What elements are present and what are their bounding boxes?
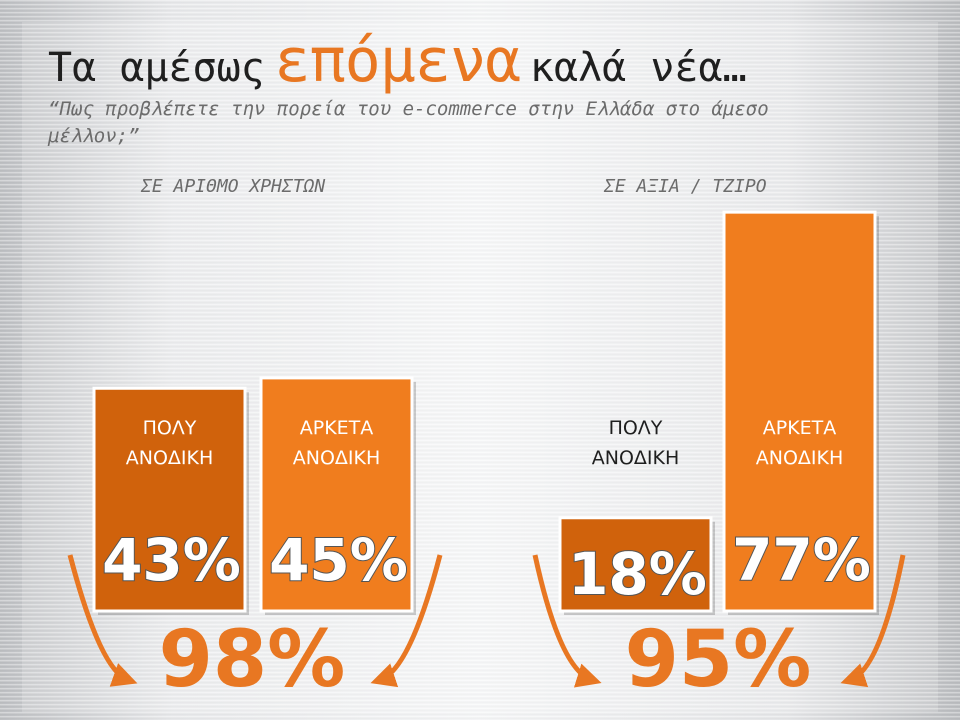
category-label: ΠΟΛΥ — [609, 417, 663, 439]
category-label: ΠΟΛΥ — [143, 417, 197, 439]
sum-arrow — [370, 554, 443, 688]
sum-arrow — [532, 554, 602, 688]
sum-arrow — [67, 554, 138, 687]
value-label: 18% — [568, 540, 707, 608]
bar-2-2 — [722, 210, 877, 613]
bar-2-1 — [558, 516, 713, 613]
question-subtitle: “Πως προβλέπετε την πορεία του e-commerc… — [48, 98, 769, 147]
total-label: 95% — [625, 615, 812, 705]
category-label: ΑΝΟΔΙΚΗ — [126, 447, 214, 469]
page-title: Τα αμέσως επόμενα καλά νέα… — [48, 26, 747, 96]
chart-2-title: ΣΕ ΑΞΙΑ / ΤΖΙΡΟ — [604, 176, 767, 197]
value-label: 77% — [732, 526, 871, 594]
title-part-1: Τα αμέσως — [48, 45, 265, 91]
bar-1-1 — [92, 386, 247, 613]
total-label: 98% — [159, 615, 346, 705]
chart-1-title: ΣΕ ΑΡΙΘΜΟ ΧΡΗΣΤΩΝ — [141, 176, 326, 197]
bar-1-2 — [259, 376, 414, 613]
category-label: ΑΝΟΔΙΚΗ — [756, 447, 844, 469]
category-label: ΑΝΟΔΙΚΗ — [293, 447, 381, 469]
title-part-2-highlight: επόμενα — [274, 26, 521, 96]
category-label: ΑΡΚΕΤΑ — [763, 417, 837, 439]
value-label: 45% — [269, 526, 408, 594]
sum-arrow — [840, 554, 906, 688]
title-part-3: καλά νέα… — [529, 45, 747, 91]
value-label: 43% — [102, 526, 241, 594]
category-label: ΑΡΚΕΤΑ — [300, 417, 374, 439]
category-label: ΑΝΟΔΙΚΗ — [592, 447, 680, 469]
